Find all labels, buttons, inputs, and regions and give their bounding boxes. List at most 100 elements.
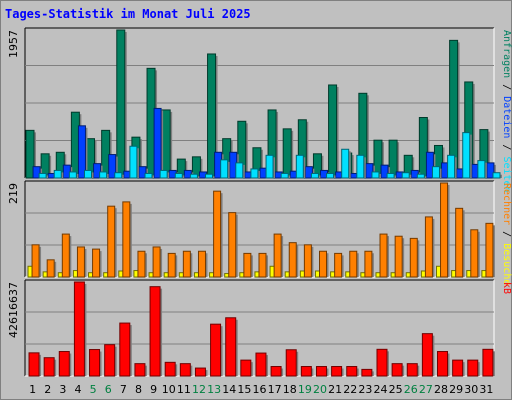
bar-seiten (129, 145, 138, 179)
bar-anfragen (25, 129, 35, 179)
bar-seiten (280, 172, 289, 179)
series-label: Rechner / Besuche (501, 183, 512, 285)
bar-rechner (258, 252, 267, 278)
x-tick-label: 21 (328, 383, 342, 396)
bar-rechner (394, 235, 403, 278)
series-label: Anfragen / Dateien / Seiten (501, 30, 512, 193)
bar-kb (361, 368, 373, 377)
bar-kb (73, 281, 85, 377)
bar-seiten (462, 132, 471, 179)
bar-rechner (409, 237, 418, 278)
bar-rechner (152, 246, 161, 278)
bar-rechner (470, 229, 479, 278)
bar-rechner (61, 233, 70, 278)
x-tick-label: 11 (177, 383, 191, 396)
bar-seiten (174, 172, 183, 179)
bar-kb (225, 317, 237, 377)
bar-kb (376, 348, 388, 377)
bar-kb (164, 361, 176, 377)
chart-title: Tages-Statistik im Monat Juli 2025 (5, 7, 251, 21)
bar-anfragen (328, 84, 338, 179)
bar-kb (346, 366, 358, 377)
bar-kb (89, 349, 101, 377)
bar-seiten (416, 173, 425, 179)
x-tick-label: 2 (44, 383, 51, 396)
x-tick-label: 22 (343, 383, 357, 396)
bar-seiten (159, 169, 168, 179)
bar-rechner (379, 233, 388, 278)
x-tick-label: 19 (298, 383, 312, 396)
bar-seiten (189, 173, 198, 179)
bar-kb (43, 357, 55, 377)
x-tick-label: 14 (222, 383, 236, 396)
bar-rechner (167, 252, 176, 278)
bar-kb (255, 352, 267, 377)
bar-kb (28, 352, 40, 377)
x-tick-label: 7 (120, 383, 127, 396)
bar-seiten (477, 160, 486, 179)
series-label-part: Anfragen (501, 30, 512, 78)
x-tick-label: 12 (192, 383, 206, 396)
bar-kb (452, 359, 464, 377)
x-tick-label: 25 (389, 383, 403, 396)
bar-seiten (99, 171, 108, 179)
bar-seiten (53, 169, 62, 179)
bar-rechner (228, 212, 237, 278)
bar-rechner (213, 190, 222, 278)
bar-seiten (386, 172, 395, 179)
bar-seiten (220, 159, 229, 179)
x-tick-label: 15 (237, 383, 251, 396)
bar-anfragen (282, 128, 292, 179)
x-tick-label: 8 (135, 383, 142, 396)
x-tick-label: 3 (59, 383, 66, 396)
bar-kb (406, 363, 418, 377)
bar-kb (240, 359, 252, 377)
bar-seiten (235, 162, 244, 179)
bar-rechner (137, 250, 146, 278)
bar-kb (437, 351, 449, 377)
bar-kb (467, 359, 479, 377)
series-label-part: kB (501, 282, 512, 294)
bar-rechner (197, 250, 206, 278)
x-tick-label: 30 (464, 383, 478, 396)
bar-kb (210, 323, 222, 377)
x-tick-label: 10 (162, 383, 176, 396)
x-tick-label: 5 (90, 383, 97, 396)
bar-dateien (425, 151, 434, 179)
bar-seiten (265, 154, 274, 179)
bar-rechner (288, 242, 297, 278)
bar-seiten (326, 172, 335, 179)
x-tick-label: 1 (29, 383, 36, 396)
bar-seiten (371, 171, 380, 179)
bar-rechner (485, 222, 494, 278)
x-tick-label: 13 (207, 383, 221, 396)
x-tick-label: 27 (419, 383, 433, 396)
bar-dateien (32, 166, 41, 179)
series-label-part: / (501, 138, 512, 156)
series-label-part: Dateien (501, 96, 512, 138)
y-max-label: 42616637 (7, 282, 20, 338)
bar-rechner (455, 207, 464, 278)
bar-seiten (114, 172, 123, 179)
series-label-part: / (501, 78, 512, 96)
bar-seiten (295, 154, 304, 179)
x-tick-label: 9 (150, 383, 157, 396)
bar-dateien (153, 107, 162, 179)
y-max-label: 219 (7, 183, 20, 204)
x-tick-label: 4 (74, 383, 81, 396)
bar-rechner (46, 259, 55, 278)
bar-rechner (122, 201, 131, 278)
bar-dateien (108, 154, 117, 179)
series-label-part: / (501, 225, 512, 243)
x-tick-label: 31 (479, 383, 493, 396)
bar-anfragen (161, 109, 171, 179)
bar-rechner (243, 252, 252, 278)
bar-kb (149, 286, 161, 377)
x-tick-label: 29 (449, 383, 463, 396)
y-max-label: 1957 (7, 30, 20, 58)
bar-rechner (303, 244, 312, 278)
bar-seiten (83, 169, 92, 179)
series-label-part: Rechner (501, 183, 512, 225)
